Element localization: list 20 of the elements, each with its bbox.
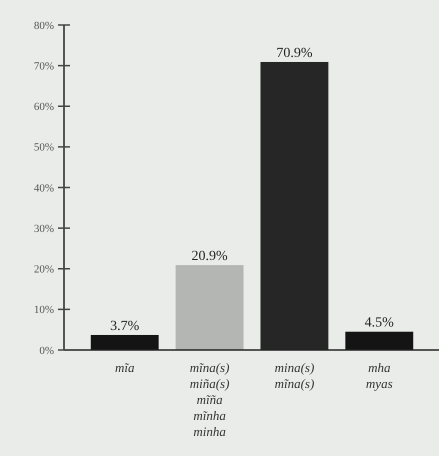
data-label: 4.5% bbox=[364, 316, 394, 331]
y-tick-label: 60% bbox=[34, 101, 54, 114]
x-tick-label: mina(s) mĩna(s) bbox=[274, 360, 314, 391]
y-tick-label: 30% bbox=[34, 222, 54, 235]
y-tick-label: 20% bbox=[34, 264, 54, 276]
data-label: 70.9% bbox=[276, 46, 313, 61]
bar bbox=[345, 332, 414, 350]
y-tick-label: 0% bbox=[39, 344, 54, 357]
y-tick-label: 40% bbox=[34, 182, 54, 194]
y-tick-label: 80% bbox=[34, 20, 54, 32]
x-tick-label: mĩna(s) miña(s) mĩña mĩnha minha bbox=[190, 360, 230, 439]
bar bbox=[90, 334, 159, 350]
bar bbox=[176, 265, 244, 350]
y-tick-label: 10% bbox=[34, 304, 54, 316]
x-tick-label: mĩa bbox=[114, 360, 135, 375]
x-tick-label: mha myas bbox=[366, 360, 393, 391]
y-tick-label: 70% bbox=[34, 60, 54, 72]
y-tick-label: 50% bbox=[34, 142, 54, 154]
data-label: 20.9% bbox=[191, 249, 228, 264]
data-label: 3.7% bbox=[110, 318, 140, 334]
